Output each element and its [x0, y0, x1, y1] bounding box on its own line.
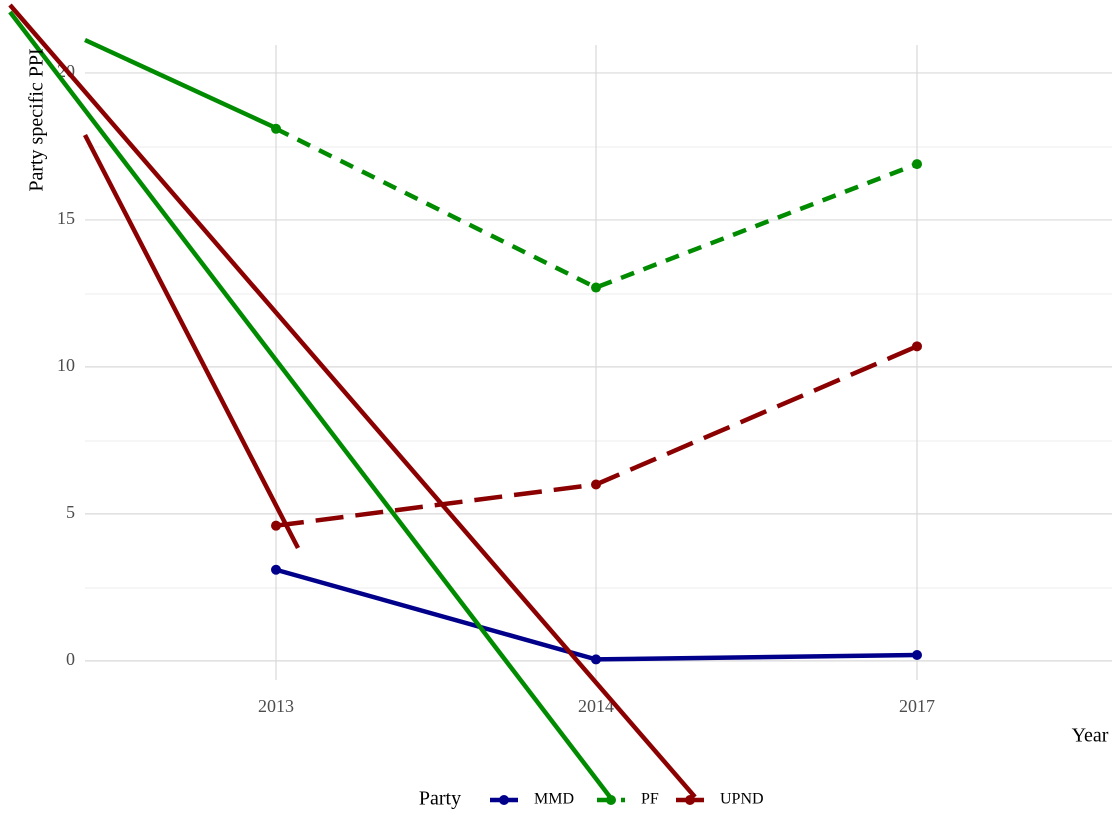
y-tick-label: 0 — [66, 649, 75, 669]
point — [591, 479, 601, 490]
y-tick-label: 5 — [66, 502, 75, 522]
legend-key-point — [685, 795, 695, 805]
x-tick-label: 2017 — [899, 696, 935, 716]
x-tick-label: 2014 — [578, 696, 614, 716]
point — [912, 650, 922, 661]
legend-label: PF — [641, 791, 659, 808]
point — [271, 520, 281, 531]
point — [591, 282, 601, 293]
legend-label: MMD — [534, 791, 574, 808]
artifact-line — [8, 3, 697, 799]
point — [912, 159, 922, 170]
point — [271, 564, 281, 575]
x-tick-label: 2013 — [258, 696, 294, 716]
legend-label: UPND — [720, 791, 764, 808]
artifact-line — [8, 10, 612, 799]
y-tick-label: 10 — [57, 355, 75, 375]
y-tick-label: 15 — [57, 208, 75, 228]
legend-title: Party — [419, 788, 461, 810]
point — [591, 654, 601, 665]
legend-key-point — [499, 795, 509, 805]
y-axis-label: Party specific PPI — [26, 48, 48, 191]
legend-key-point — [606, 795, 616, 805]
x-axis-label: Year — [1072, 725, 1109, 747]
point — [912, 341, 922, 352]
series-line — [275, 126, 918, 290]
artifact-line — [84, 37, 277, 131]
artifact-line — [83, 133, 300, 550]
artifact-lines — [8, 3, 697, 799]
minor-grid — [85, 146, 1112, 589]
